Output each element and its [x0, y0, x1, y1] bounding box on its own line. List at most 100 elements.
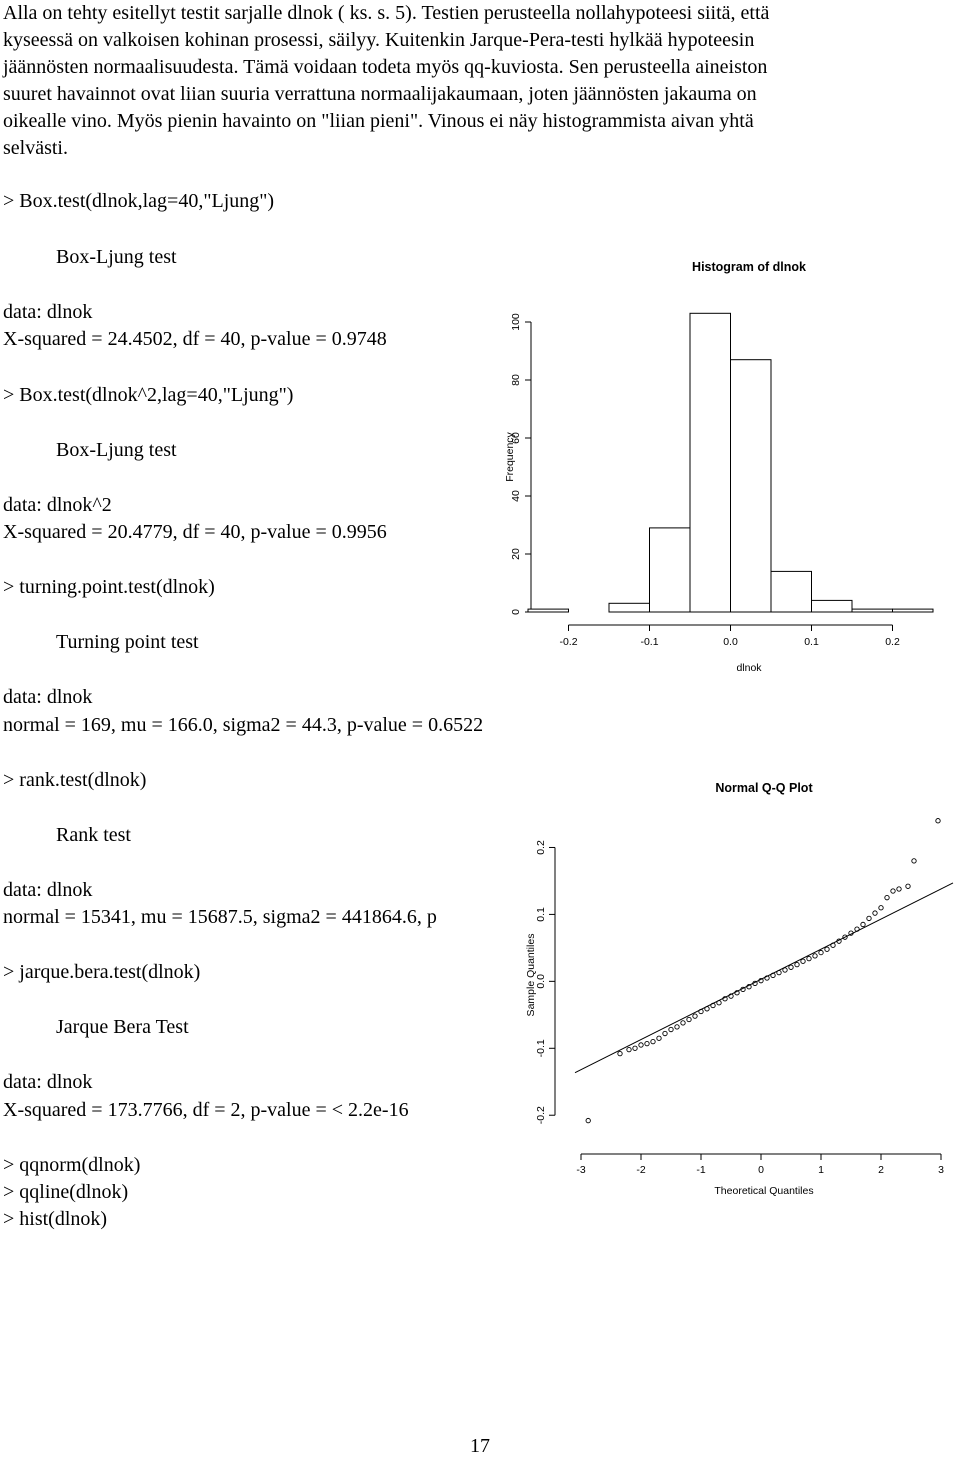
qq-point: [680, 1020, 686, 1026]
qq-y-tick-label: -0.1: [535, 1039, 547, 1057]
qq-point: [872, 910, 878, 916]
qq-x-tick-label: 0: [758, 1164, 764, 1176]
console-tp-data: data: dlnok: [3, 686, 93, 708]
qq-plot-title: Normal Q-Q Plot: [715, 781, 813, 795]
qq-point: [740, 986, 746, 993]
qq-point: [686, 1016, 692, 1023]
qq-point: [656, 1035, 662, 1041]
qq-point: [890, 888, 896, 894]
qq-point: [842, 934, 848, 940]
qq-point: [698, 1008, 704, 1015]
qq-point: [854, 926, 860, 932]
histogram-x-label: dlnok: [736, 662, 762, 674]
qq-point: [752, 980, 758, 987]
qq-point: [585, 1117, 591, 1124]
qq-point: [632, 1045, 638, 1051]
console-box1-command: > Box.test(dlnok,lag=40,"Ljung"): [3, 190, 275, 212]
qq-point: [788, 964, 794, 970]
console-jb-result: X-squared = 173.7766, df = 2, p-value = …: [3, 1099, 409, 1121]
histogram-bar: [892, 608, 934, 613]
qq-y-tick-label: 0.1: [535, 907, 547, 922]
histogram-y-axis: 0 20 40 60 80 100: [510, 313, 532, 615]
qq-point: [905, 883, 911, 889]
qq-point: [848, 930, 854, 936]
qq-plot-chart: Normal Q-Q Plot -0.2 -0.1 0.0 0.1 0.2 -3 -2 -1…: [525, 781, 954, 1197]
console-qqnorm-command: > qqnorm(dlnok): [3, 1154, 141, 1176]
qq-point: [764, 975, 770, 981]
console-tp-command: > turning.point.test(dlnok): [3, 576, 215, 598]
histogram-bar: [851, 608, 893, 613]
console-tp-result: normal = 169, mu = 166.0, sigma2 = 44.3,…: [3, 714, 484, 736]
console-rank-title: Rank test: [56, 824, 131, 846]
qq-point: [746, 984, 752, 990]
qq-point: [704, 1006, 710, 1012]
page-number: 17: [470, 1435, 490, 1457]
qq-point: [692, 1013, 698, 1019]
qq-x-tick-label: -1: [696, 1164, 705, 1176]
histogram-y-tick-label: 20: [510, 548, 522, 560]
histogram-bar: [689, 312, 731, 613]
console-qqline-command: > qqline(dlnok): [3, 1181, 129, 1203]
qq-point: [644, 1040, 650, 1047]
qq-point: [830, 942, 836, 948]
qq-point: [770, 972, 776, 978]
qq-point: [824, 946, 830, 952]
qq-point: [617, 1050, 623, 1057]
qq-plot-reference-line: [574, 882, 954, 1074]
qq-point: [884, 895, 890, 901]
console-hist-command: > hist(dlnok): [3, 1208, 108, 1230]
qq-x-tick-label: -3: [576, 1164, 585, 1176]
qq-point: [662, 1030, 668, 1037]
intro-paragraph: Alla on tehty esitellyt testit sarjalle …: [3, 0, 953, 162]
histogram-x-tick-label: 0.0: [723, 636, 738, 648]
console-box2-title: Box-Ljung test: [56, 439, 177, 461]
qq-point: [716, 1000, 722, 1006]
paragraph-line: Alla on tehty esitellyt testit sarjalle …: [3, 2, 770, 24]
histogram-bar: [770, 570, 812, 613]
qq-x-tick-label: 3: [938, 1164, 944, 1176]
qq-point: [674, 1024, 680, 1030]
histogram-bar: [649, 527, 691, 613]
console-box2-data: data: dlnok^2: [3, 494, 112, 516]
qq-point: [626, 1046, 632, 1053]
histogram-x-tick-label: 0.1: [804, 636, 819, 648]
qq-point: [896, 886, 902, 892]
qq-y-tick-label: 0.2: [535, 840, 547, 855]
qq-point: [935, 818, 941, 824]
qq-point: [668, 1026, 674, 1033]
histogram-bar: [608, 602, 650, 613]
histogram-y-tick-label: 60: [510, 432, 522, 444]
paragraph-line: selvästi.: [3, 137, 68, 159]
histogram-y-label: Frequency: [504, 431, 516, 481]
histogram-x-tick-label: -0.2: [559, 636, 577, 648]
histogram-bar: [730, 359, 772, 613]
console-rank-command: > rank.test(dlnok): [3, 769, 147, 791]
qq-point: [860, 921, 866, 928]
paragraph-line: suuret havainnot ovat liian suuria verra…: [3, 83, 757, 105]
histogram-x-axis: -0.2 -0.1 0.0 0.1 0.2: [559, 624, 900, 648]
console-jb-data: data: dlnok: [3, 1071, 93, 1093]
console-box2-command: > Box.test(dlnok^2,lag=40,"Ljung"): [3, 384, 294, 406]
qq-point: [911, 858, 917, 864]
paragraph-line: kyseessä on valkoisen kohinan prosessi, …: [3, 29, 755, 51]
qq-plot-y-label: Sample Quantiles: [525, 934, 537, 1017]
console-tp-title: Turning point test: [56, 631, 199, 653]
qq-point: [794, 961, 800, 968]
qq-x-tick-label: 2: [878, 1164, 884, 1176]
console-box1-result: X-squared = 24.4502, df = 40, p-value = …: [3, 328, 387, 350]
qq-point: [806, 955, 812, 962]
qq-point: [710, 1002, 716, 1009]
qq-point: [818, 949, 824, 956]
console-jb-title: Jarque Bera Test: [56, 1016, 189, 1038]
qq-point: [836, 938, 842, 944]
histogram-x-tick-label: 0.2: [885, 636, 900, 648]
paragraph-line: oikealle vino. Myös pienin havainto on "…: [3, 110, 754, 132]
console-rank-data: data: dlnok: [3, 879, 93, 901]
qq-y-tick-label: 0.0: [535, 974, 547, 989]
histogram-y-tick-label: 80: [510, 374, 522, 386]
qq-point: [722, 996, 728, 1002]
console-jb-command: > jarque.bera.test(dlnok): [3, 961, 201, 983]
qq-point: [866, 915, 872, 922]
qq-point: [812, 953, 818, 959]
qq-y-tick-label: -0.2: [535, 1106, 547, 1124]
